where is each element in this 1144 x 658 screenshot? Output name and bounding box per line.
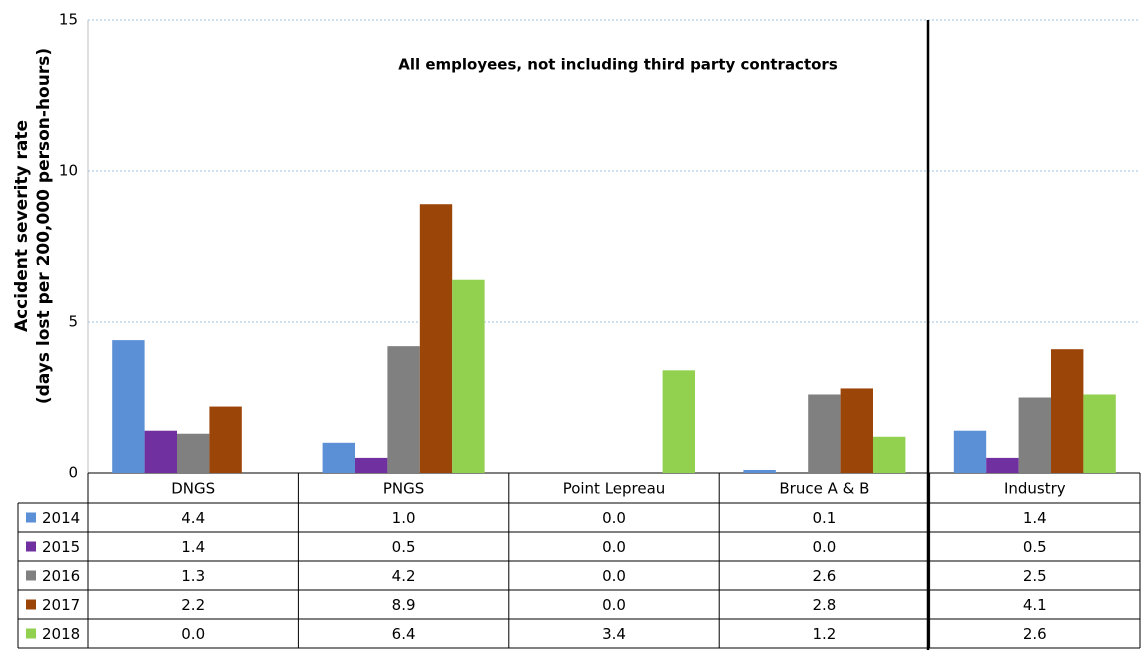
table-value: 4.4: [181, 509, 205, 527]
legend-label: 2018: [42, 625, 80, 643]
bar: [209, 406, 242, 473]
table-value: 0.1: [812, 509, 836, 527]
table-value: 2.6: [1023, 625, 1047, 643]
table-value: 1.3: [181, 567, 205, 585]
x-tick-label: Industry: [1004, 480, 1066, 498]
y-tick-label: 0: [68, 464, 78, 482]
legend-swatch: [26, 512, 36, 523]
y-tick-label: 10: [59, 162, 78, 180]
x-tick-label: Bruce A & B: [779, 480, 869, 498]
legend-label: 2014: [42, 509, 80, 527]
legend-label: 2015: [42, 538, 80, 556]
legend-label: 2016: [42, 567, 80, 585]
legend-swatch: [26, 628, 36, 639]
y-tick-label: 15: [59, 11, 78, 29]
annotation: All employees, not including third party…: [398, 56, 838, 74]
table-value: 2.2: [181, 596, 205, 614]
table-value: 2.8: [812, 596, 836, 614]
bar: [177, 433, 210, 473]
table-value: 0.0: [602, 538, 626, 556]
bar: [953, 430, 987, 473]
bar: [873, 436, 906, 473]
x-tick-label: Point Lepreau: [563, 480, 666, 498]
table-value: 2.6: [812, 567, 836, 585]
y-tick-label: 5: [68, 313, 78, 331]
table-value: 0.0: [602, 509, 626, 527]
table-value: 2.5: [1023, 567, 1047, 585]
bar: [419, 204, 453, 473]
bar: [743, 469, 776, 473]
legend-swatch: [26, 541, 36, 552]
y-axis-title: (days lost per 200,000 person-hours): [34, 48, 54, 404]
table-value: 1.0: [392, 509, 416, 527]
bar: [1051, 349, 1084, 473]
bar: [322, 442, 355, 473]
table-value: 3.4: [602, 625, 626, 643]
table-value: 0.5: [392, 538, 416, 556]
legend-swatch: [26, 570, 36, 581]
x-tick-label: PNGS: [383, 480, 424, 498]
legend-swatch: [26, 599, 36, 610]
x-tick-label: DNGS: [171, 480, 215, 498]
y-axis-title: Accident severity rate: [12, 120, 32, 332]
table-value: 4.2: [392, 567, 416, 585]
bar: [808, 394, 841, 473]
legend-label: 2017: [42, 596, 80, 614]
bar: [452, 279, 485, 473]
table-value: 0.0: [602, 596, 626, 614]
bar: [355, 457, 388, 473]
table-value: 0.0: [181, 625, 205, 643]
bar: [144, 430, 177, 473]
table-value: 1.4: [181, 538, 205, 556]
bar: [662, 370, 695, 473]
table-value: 0.0: [602, 567, 626, 585]
table-value: 0.5: [1023, 538, 1047, 556]
bar: [112, 340, 145, 473]
table-value: 1.4: [1023, 509, 1047, 527]
table-value: 6.4: [392, 625, 416, 643]
bar: [986, 457, 1019, 473]
bar: [387, 346, 420, 473]
bar: [840, 388, 873, 473]
table-value: 4.1: [1023, 596, 1047, 614]
table-value: 0.0: [812, 538, 836, 556]
table-value: 1.2: [812, 625, 836, 643]
bar: [1018, 397, 1051, 473]
table-value: 8.9: [392, 596, 416, 614]
bar: [1083, 394, 1116, 473]
